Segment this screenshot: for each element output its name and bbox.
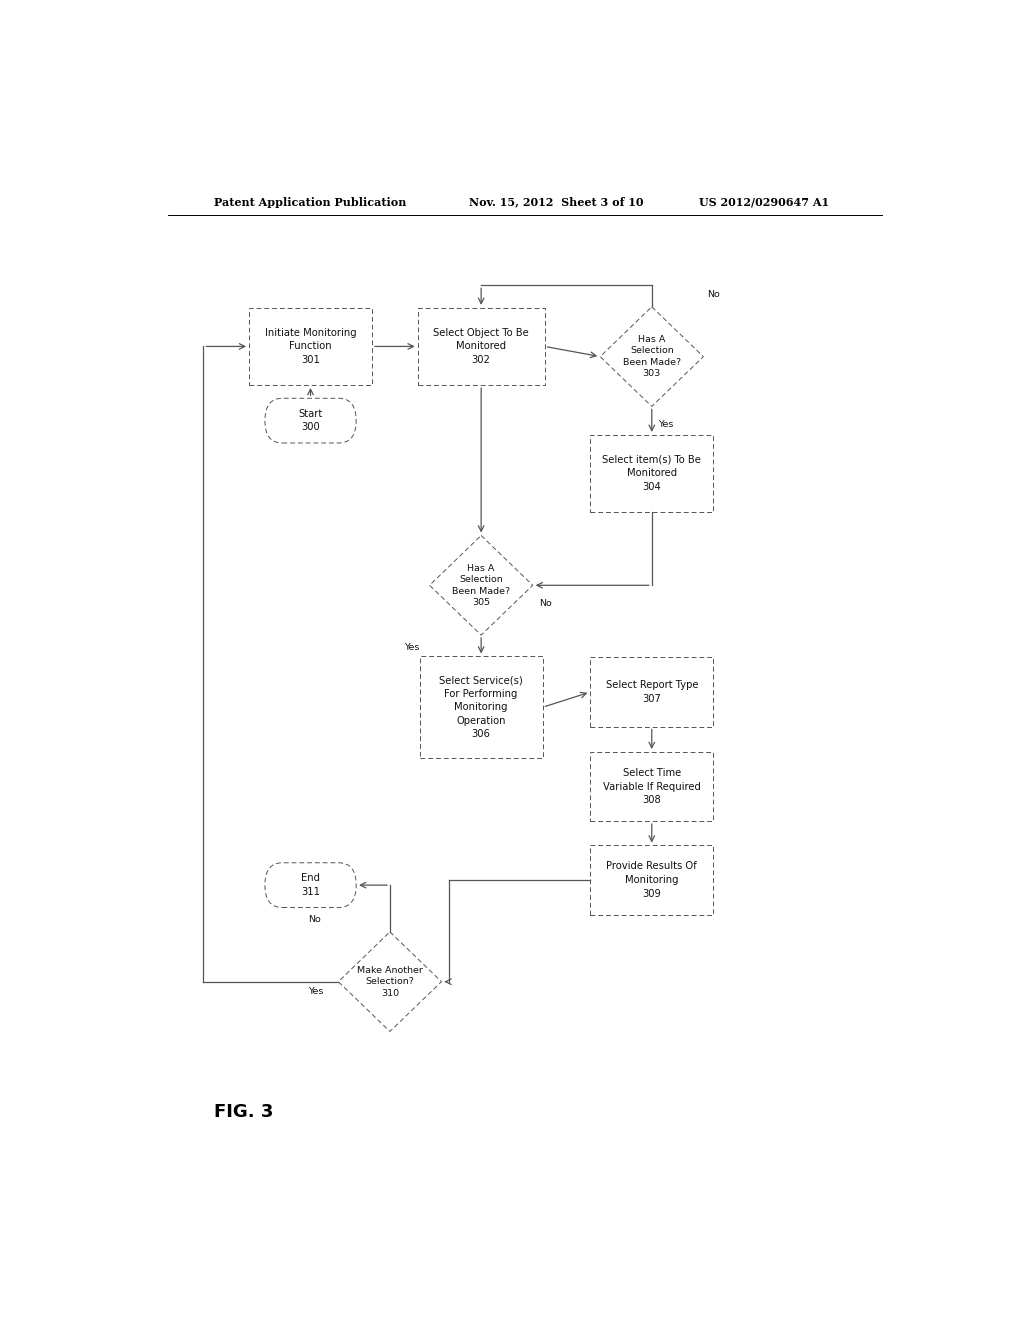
FancyBboxPatch shape bbox=[420, 656, 543, 758]
FancyBboxPatch shape bbox=[249, 308, 372, 385]
Text: Provide Results Of
Monitoring
309: Provide Results Of Monitoring 309 bbox=[606, 862, 697, 899]
Polygon shape bbox=[600, 306, 703, 407]
Text: US 2012/0290647 A1: US 2012/0290647 A1 bbox=[699, 197, 829, 207]
Text: Select item(s) To Be
Monitored
304: Select item(s) To Be Monitored 304 bbox=[602, 455, 701, 492]
Text: Select Service(s)
For Performing
Monitoring
Operation
306: Select Service(s) For Performing Monitor… bbox=[439, 675, 523, 739]
Text: Yes: Yes bbox=[404, 643, 420, 652]
FancyBboxPatch shape bbox=[590, 434, 714, 512]
Text: No: No bbox=[308, 915, 321, 924]
Text: Has A
Selection
Been Made?
303: Has A Selection Been Made? 303 bbox=[623, 335, 681, 379]
Text: Start
300: Start 300 bbox=[298, 409, 323, 433]
Text: Has A
Selection
Been Made?
305: Has A Selection Been Made? 305 bbox=[452, 564, 510, 607]
Polygon shape bbox=[430, 536, 532, 635]
Polygon shape bbox=[338, 932, 441, 1031]
FancyBboxPatch shape bbox=[590, 846, 714, 915]
FancyBboxPatch shape bbox=[590, 752, 714, 821]
FancyBboxPatch shape bbox=[590, 657, 714, 726]
Text: Select Report Type
307: Select Report Type 307 bbox=[605, 680, 698, 704]
Text: Select Object To Be
Monitored
302: Select Object To Be Monitored 302 bbox=[433, 327, 529, 366]
Text: Patent Application Publication: Patent Application Publication bbox=[214, 197, 407, 207]
Text: Select Time
Variable If Required
308: Select Time Variable If Required 308 bbox=[603, 768, 700, 805]
Text: Make Another
Selection?
310: Make Another Selection? 310 bbox=[357, 966, 423, 998]
Text: Yes: Yes bbox=[308, 987, 324, 997]
Text: FIG. 3: FIG. 3 bbox=[214, 1102, 273, 1121]
FancyBboxPatch shape bbox=[265, 863, 356, 907]
FancyBboxPatch shape bbox=[418, 308, 545, 385]
Text: Initiate Monitoring
Function
301: Initiate Monitoring Function 301 bbox=[265, 327, 356, 366]
Text: No: No bbox=[708, 290, 720, 300]
Text: Nov. 15, 2012  Sheet 3 of 10: Nov. 15, 2012 Sheet 3 of 10 bbox=[469, 197, 644, 207]
Text: End
311: End 311 bbox=[301, 874, 321, 896]
Text: Yes: Yes bbox=[658, 420, 674, 429]
Text: No: No bbox=[539, 599, 552, 609]
FancyBboxPatch shape bbox=[265, 399, 356, 444]
